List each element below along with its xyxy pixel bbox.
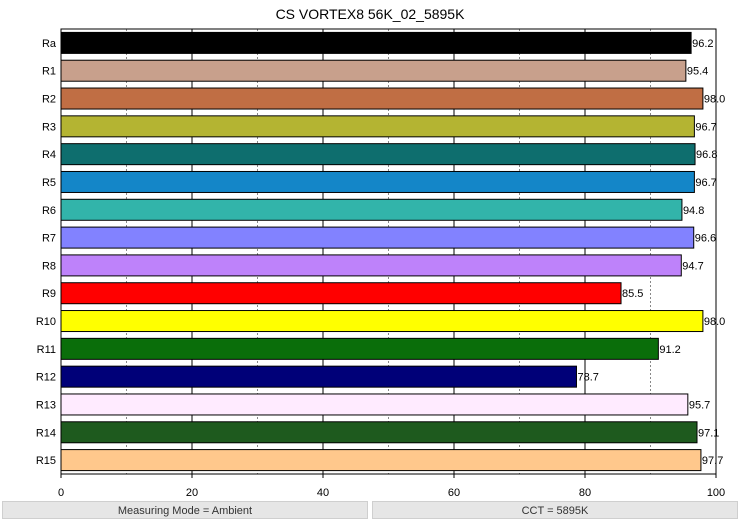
bar-r13 [60, 393, 689, 416]
value-label-r3: 96.7 [695, 121, 716, 133]
x-tick-label: 80 [579, 487, 591, 499]
x-tick-label: 0 [58, 487, 64, 499]
category-label-ra: Ra [42, 38, 57, 50]
bar-r7 [60, 226, 695, 249]
value-label-r5: 96.7 [695, 177, 716, 189]
chart-title: CS VORTEX8 56K_02_5895K [275, 6, 465, 22]
category-label-r4: R4 [42, 149, 56, 161]
category-label-r5: R5 [42, 177, 56, 189]
value-label-r7: 96.6 [695, 233, 716, 245]
bar-r12 [60, 365, 577, 388]
measuring-mode-status: Measuring Mode = Ambient [2, 501, 368, 519]
category-label-r9: R9 [42, 288, 56, 300]
category-label-r10: R10 [36, 316, 56, 328]
category-label-r12: R12 [36, 372, 56, 384]
value-label-r6: 94.8 [683, 205, 704, 217]
category-label-r3: R3 [42, 121, 56, 133]
bar-r4 [60, 143, 696, 166]
bar-r14 [60, 421, 698, 444]
x-tick-label: 40 [317, 487, 329, 499]
bar-r10 [60, 310, 704, 333]
category-label-r1: R1 [42, 66, 56, 78]
x-tick-label: 60 [448, 487, 460, 499]
value-label-r15: 97.7 [702, 455, 723, 467]
bar-r9 [60, 282, 622, 305]
category-label-r14: R14 [36, 427, 56, 439]
bar-ra [60, 31, 692, 54]
value-label-r11: 91.2 [659, 344, 680, 356]
bar-r15 [60, 449, 702, 472]
value-label-r4: 96.8 [696, 149, 717, 161]
category-label-r11: R11 [37, 344, 56, 356]
value-label-r13: 95.7 [689, 399, 710, 411]
value-label-ra: 96.2 [692, 38, 713, 50]
bar-r3 [60, 115, 695, 138]
bar-r6 [60, 198, 683, 221]
category-label-r7: R7 [42, 233, 56, 245]
bar-r11 [60, 337, 659, 360]
cct-status: CCT = 5895K [372, 501, 738, 519]
bar-r2 [60, 87, 704, 110]
x-tick-label: 100 [707, 487, 725, 499]
value-label-r1: 95.4 [687, 66, 708, 78]
value-label-r10: 98.0 [704, 316, 725, 328]
value-label-r2: 98.0 [704, 94, 725, 106]
value-label-r9: 85.5 [622, 288, 643, 300]
category-label-r2: R2 [42, 94, 56, 106]
value-label-r14: 97.1 [698, 427, 719, 439]
bar-r5 [60, 170, 695, 193]
value-label-r12: 78.7 [577, 372, 598, 384]
category-label-r8: R8 [42, 260, 56, 272]
bar-chart: Ra 96.2 R1 95.4 R2 98.0 R3 96.7 R4 96.8 R5 96.7 R6 94… [36, 28, 725, 499]
value-label-r8: 94.7 [682, 260, 703, 272]
plot-frame [60, 28, 717, 475]
x-tick-label: 20 [186, 487, 198, 499]
bar-r8 [60, 254, 682, 277]
category-label-r6: R6 [42, 205, 56, 217]
category-label-r13: R13 [36, 399, 56, 411]
category-label-r15: R15 [36, 455, 56, 467]
bar-r1 [60, 59, 687, 82]
